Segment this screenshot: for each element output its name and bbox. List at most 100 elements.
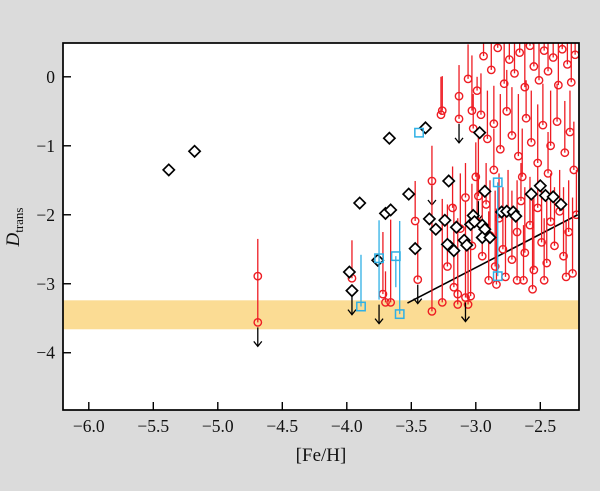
upper-limit-arrowhead [454,137,464,144]
red-circle-point [499,79,509,89]
red-circle-point [568,269,577,278]
x-tick-label: −2.5 [524,416,556,436]
black-diamond-point [418,121,433,135]
upper-limit-arrowhead [413,298,423,305]
red-circle-point [454,114,464,124]
red-circle-point [437,297,447,307]
series-red-circles [253,43,579,348]
red-circle-point [410,216,420,226]
red-circle-point [468,124,478,133]
red-circle-point [548,53,558,62]
black-diamond-point [449,220,464,234]
red-circle-point [495,144,505,154]
red-circle-point [493,43,503,53]
y-tick-label: −3 [36,274,55,294]
black-diamond-point [352,196,367,210]
black-diamond-point [438,213,452,228]
red-circle-point [520,248,530,258]
red-circle-point [484,275,494,285]
red-circle-point [529,62,539,71]
series-black-diamonds [161,121,568,316]
red-circle-point [504,55,514,64]
plot-area [63,43,579,410]
red-circle-point [498,244,508,254]
black-diamond-point [538,188,553,203]
red-circle-point [553,80,563,90]
cyan-square-point [394,309,405,320]
red-circle-point [449,282,459,292]
black-diamond-point [483,230,497,245]
upper-limit-arrowhead [253,340,263,348]
cyan-square-point [492,177,503,188]
red-circle-point [534,75,544,85]
black-diamond-point [440,237,455,252]
red-circle-point [560,148,570,158]
red-circle-point [461,193,470,202]
critical-metallicity-line [407,214,579,304]
red-circle-point [510,68,519,78]
red-circle-point [476,110,486,120]
x-tick-label: −3.5 [395,416,427,436]
red-circle-point [479,51,488,61]
upper-limit-arrowhead [347,309,357,316]
black-diamond-point [554,197,568,212]
red-circle-point [529,265,539,275]
x-tick-label: −5.0 [202,416,234,436]
forbidden-zone-band [63,300,579,330]
red-circle-point [537,237,546,247]
red-circle-point [559,251,568,261]
red-circle-point [467,106,477,116]
cyan-square-point [492,271,503,282]
upper-limit-arrowhead [374,318,384,325]
red-circle-point [572,210,579,220]
red-circle-point [253,317,263,327]
black-diamond-point [441,174,456,188]
red-circle-point [512,275,522,285]
red-circle-point [466,291,476,301]
red-circle-point [543,168,553,178]
red-circle-point [515,48,525,58]
black-diamond-point [422,212,437,226]
black-diamond-point [342,265,357,279]
red-circle-point [507,255,517,265]
red-circle-point [427,306,437,316]
red-circle-point [542,258,552,268]
red-circle-point [557,44,567,54]
cyan-square-point [356,301,366,312]
red-circle-point [538,120,548,130]
red-circle-point [381,297,390,307]
upper-limit-arrowhead [460,316,470,323]
black-diamond-point [533,178,548,193]
red-circle-point [521,113,531,123]
x-tick-label: −4.0 [331,416,363,436]
red-circle-point [253,271,263,281]
red-circle-point [526,137,536,147]
black-diamond-point [478,184,492,199]
red-circle-point [490,262,500,271]
red-circle-point [471,172,481,182]
red-circle-point [489,165,499,175]
red-circle-point [519,275,528,285]
red-circle-point [552,117,562,127]
red-circle-point [477,251,487,261]
red-circle-point [550,241,559,251]
cyan-square-point [374,253,385,264]
black-diamond-point [161,163,176,177]
black-diamond-point [401,187,416,201]
black-diamond-point [429,222,443,237]
axes-layer: −6.0 −5.5 −5.0 −4.5 −4.0 −3.5 −3.0 −2.5 0 −1 −2 −3 −… [36,67,556,436]
black-diamond-point [447,243,461,258]
red-circle-point [507,131,517,140]
black-diamond-point [187,144,202,159]
red-circle-point [546,141,556,151]
red-circle-point [520,82,530,92]
red-circle-point [461,293,470,302]
red-circle-point [561,272,571,282]
red-circle-point [386,297,396,307]
red-circle-point [502,106,512,116]
y-axis-label-subscript: trans [11,207,26,232]
y-tick-label: −2 [36,205,55,225]
red-circle-point [517,172,527,182]
